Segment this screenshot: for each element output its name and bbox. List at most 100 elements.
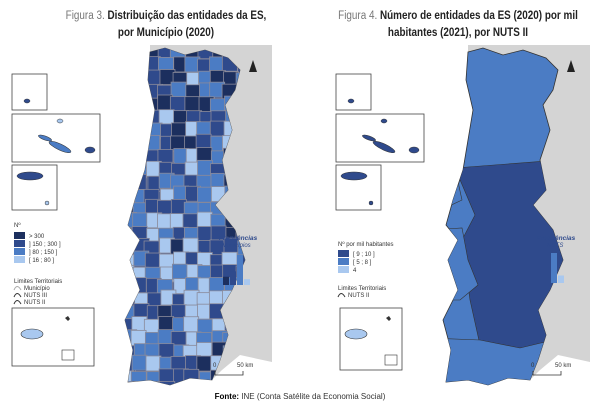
municipality	[199, 111, 216, 127]
municipality	[125, 95, 134, 112]
municipality	[130, 85, 147, 102]
municipality	[183, 368, 200, 385]
municipality	[197, 240, 214, 256]
municipality	[197, 318, 214, 335]
municipality	[237, 280, 245, 296]
municipality	[125, 124, 134, 141]
source-label: Fonte:	[214, 392, 240, 401]
municipality	[130, 110, 147, 126]
municipality	[131, 226, 148, 242]
municipality	[196, 147, 213, 163]
municipality	[130, 371, 147, 385]
municipality	[235, 306, 245, 323]
municipality	[212, 48, 229, 63]
municipality	[186, 264, 203, 280]
figure-3-title-line1: Distribuição das entidades da ES,	[107, 10, 267, 22]
municipality	[196, 342, 213, 358]
municipality	[170, 135, 187, 152]
municipality	[173, 148, 190, 164]
frequency-bar	[230, 271, 236, 285]
figure-4-title: Figura 4. Número de entidades da ES (202…	[336, 8, 580, 42]
freq-title: Frequências	[537, 235, 576, 242]
municipality	[222, 264, 239, 280]
region-norte-centro	[442, 47, 564, 386]
municipality	[209, 303, 225, 320]
municipality	[197, 226, 214, 242]
municipality	[197, 58, 214, 75]
municipality	[236, 358, 245, 375]
figure-3-label: Figura 3.	[65, 10, 105, 22]
municipality	[125, 56, 135, 73]
municipality	[158, 343, 175, 360]
municipality	[196, 174, 213, 191]
inset-azores-central	[11, 113, 101, 163]
municipality	[144, 149, 161, 166]
municipality	[208, 290, 225, 307]
municipality	[197, 277, 214, 294]
municipality	[224, 213, 241, 230]
municipality	[198, 96, 215, 113]
municipality	[237, 254, 245, 271]
frequency-bar	[544, 268, 550, 283]
spain-background	[118, 45, 272, 390]
municipality	[211, 341, 228, 358]
municipality	[235, 228, 245, 245]
municipality	[159, 356, 176, 373]
municipality	[222, 345, 239, 362]
limit-label: NUTS II	[24, 300, 46, 306]
municipality	[170, 331, 187, 347]
municipality	[183, 201, 200, 218]
municipality	[209, 56, 225, 73]
municipality	[210, 186, 227, 202]
municipality	[146, 305, 163, 322]
municipality	[182, 213, 199, 230]
municipality	[125, 305, 136, 322]
municipality	[221, 55, 238, 72]
municipality	[144, 134, 161, 151]
municipality	[225, 161, 242, 178]
figure-4-label: Figura 4.	[338, 10, 378, 22]
municipality	[209, 120, 226, 137]
municipality	[172, 317, 188, 334]
municipality	[125, 356, 136, 373]
municipality	[134, 292, 151, 309]
legend-label: ] 80 ; 150 ]	[29, 250, 58, 256]
sea	[436, 45, 590, 390]
municipality	[131, 162, 147, 179]
municipality	[125, 264, 135, 281]
municipality	[132, 147, 149, 164]
municipality	[170, 238, 187, 255]
municipality	[185, 277, 201, 293]
municipality	[125, 200, 135, 217]
portugal-mainland	[124, 47, 246, 386]
municipality	[130, 329, 147, 346]
municipality	[223, 147, 239, 164]
municipality	[157, 84, 173, 101]
legend-swatch	[14, 240, 25, 247]
municipality	[130, 96, 147, 112]
municipality	[160, 123, 176, 140]
legend-swatch	[14, 248, 25, 255]
municipality	[171, 122, 187, 139]
municipality	[125, 70, 135, 87]
municipality	[160, 289, 177, 306]
municipality	[173, 368, 189, 385]
legend-swatch	[14, 256, 25, 263]
municipality	[196, 292, 213, 309]
municipality	[185, 48, 202, 60]
municipalities-layer	[125, 48, 245, 385]
frequency-bar	[558, 275, 564, 283]
municipality	[225, 227, 242, 243]
municipality	[197, 303, 213, 320]
municipality	[132, 202, 149, 219]
municipality	[222, 290, 238, 306]
municipality	[196, 355, 213, 372]
municipality	[130, 174, 147, 190]
municipality	[125, 329, 138, 346]
freq-subtitle: Municípios	[222, 243, 251, 249]
municipality	[170, 304, 187, 321]
municipality	[222, 369, 238, 385]
municipality	[170, 199, 187, 215]
spain-background	[436, 45, 590, 390]
